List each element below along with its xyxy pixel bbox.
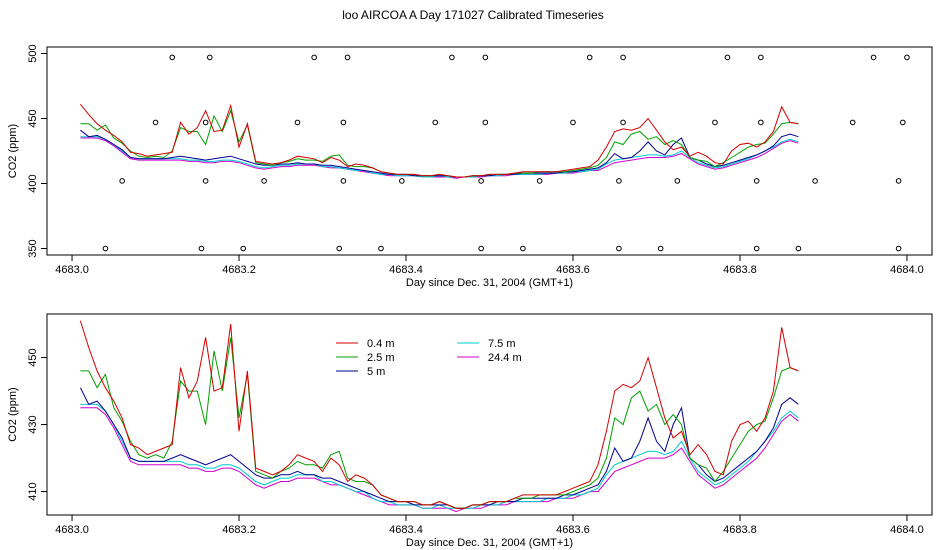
- scatter-point: [616, 178, 622, 184]
- scatter-point: [399, 178, 405, 184]
- x-axis-label: Day since Dec. 31, 2004 (GMT+1): [406, 537, 573, 549]
- plot-frame: [46, 313, 933, 516]
- scatter-point: [311, 54, 317, 61]
- legend-label: 7.5 m: [488, 338, 516, 350]
- scatter-point: [758, 119, 764, 126]
- top-panel: 4683.0 4683.2 4683.4 4683.6 4683.8 4684.0 350 4…: [7, 44, 933, 289]
- legend-label: 2.5 m: [367, 352, 395, 364]
- scatter-point: [712, 119, 718, 126]
- scatter-point: [198, 245, 205, 252]
- x-tick-label: 4683.2: [222, 264, 256, 276]
- scatter-point: [240, 245, 247, 252]
- x-tick-label: 4683.2: [222, 524, 256, 536]
- scatter-point: [586, 54, 593, 61]
- scatter-point: [724, 54, 731, 61]
- x-tick-label: 4683.0: [55, 524, 89, 536]
- scatter-point: [478, 178, 484, 184]
- scatter-point: [895, 245, 902, 252]
- scatter-point: [795, 245, 802, 252]
- scatter-point: [753, 245, 760, 252]
- series-line-2-5-m: [80, 337, 799, 509]
- series-line-24-4-m: [80, 407, 799, 513]
- series-line-0-4-m: [79, 320, 799, 509]
- scatter-point: [207, 54, 213, 61]
- scatter-point: [478, 245, 484, 252]
- scatter-point: [344, 54, 351, 61]
- scatter-point: [849, 119, 856, 126]
- scatter-point: [119, 178, 125, 184]
- scatter-point: [152, 119, 159, 126]
- scatter-point: [340, 119, 347, 126]
- scatter-point: [340, 178, 347, 184]
- chart-title: loo AIRCOA A Day 171027 Calibrated Times…: [342, 8, 603, 22]
- scatter-point: [620, 119, 626, 126]
- x-tick-label: 4683.6: [556, 524, 590, 536]
- x-tick-label: 4683.4: [389, 524, 423, 536]
- x-tick-label: 4683.6: [556, 264, 590, 276]
- scatter-point: [378, 245, 384, 252]
- plot-frame: [46, 46, 933, 256]
- x-tick-label: 4684.0: [890, 524, 924, 536]
- scatter-point: [202, 178, 209, 184]
- scatter-point: [895, 178, 902, 184]
- scatter-point: [904, 54, 910, 61]
- legend-label: 5 m: [367, 366, 385, 378]
- legend-label: 24.4 m: [488, 352, 522, 364]
- scatter-point: [261, 178, 267, 184]
- scatter-point: [899, 119, 906, 126]
- scatter-point: [336, 245, 343, 252]
- scatter-point: [102, 245, 109, 252]
- scatter-point: [570, 119, 576, 126]
- x-tick-label: 4683.0: [55, 264, 89, 276]
- x-tick-label: 4683.8: [723, 264, 757, 276]
- scatter-point: [482, 54, 489, 61]
- y-axis-label: CO2 (ppm): [7, 387, 19, 441]
- scatter-point: [753, 178, 760, 184]
- y-tick-label: 430: [27, 415, 39, 433]
- scatter-point: [520, 245, 526, 252]
- x-tick-label: 4683.8: [723, 524, 757, 536]
- legend-label: 0.4 m: [367, 338, 395, 350]
- x-axis-label: Day since Dec. 31, 2004 (GMT+1): [406, 277, 573, 289]
- scatter-point: [616, 245, 622, 252]
- series-line-5-m: [80, 129, 799, 178]
- series-line-7-5-m: [80, 403, 799, 509]
- scatter-point: [657, 245, 664, 252]
- y-tick-label: 400: [27, 174, 39, 192]
- scatter-point: [620, 54, 626, 61]
- scatter-point: [536, 178, 543, 184]
- y-tick-label: 410: [27, 482, 39, 500]
- scatter-point: [169, 54, 176, 61]
- series-line-2-5-m: [80, 109, 799, 178]
- scatter-point: [870, 54, 877, 61]
- y-axis-label: CO2 (ppm): [7, 124, 19, 178]
- series-line-0-4-m: [80, 103, 799, 178]
- x-tick-label: 4684.0: [890, 264, 924, 276]
- series-line-5-m: [79, 387, 799, 509]
- y-tick-label: 450: [27, 348, 39, 366]
- series-line-7-5-m: [80, 136, 799, 178]
- series-line-24-4-m: [80, 137, 799, 179]
- scatter-point: [674, 178, 681, 184]
- bottom-panel: 4683.0 4683.2 4683.4 4683.6 4683.8 4684.0 410 4…: [7, 313, 933, 549]
- scatter-point: [758, 54, 764, 61]
- scatter-point: [449, 54, 455, 61]
- y-tick-label: 350: [27, 239, 39, 257]
- scatter-point: [432, 119, 439, 126]
- x-tick-label: 4683.4: [389, 264, 423, 276]
- y-tick-label: 500: [27, 44, 39, 62]
- scatter-point: [202, 119, 209, 126]
- scatter-point: [482, 119, 489, 126]
- y-tick-label: 450: [27, 109, 39, 127]
- scatter-point: [294, 119, 301, 126]
- scatter-point: [812, 178, 818, 184]
